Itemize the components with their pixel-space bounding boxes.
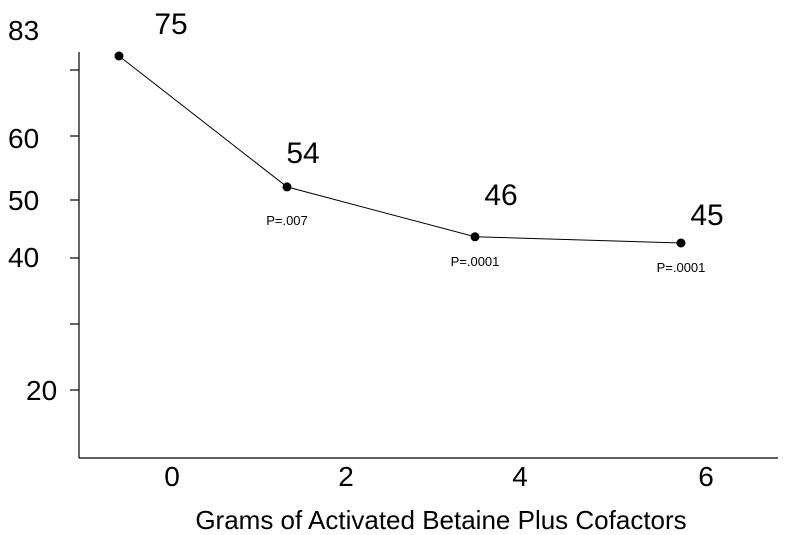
x-tick-label-6: 6: [698, 461, 714, 492]
data-value-label: 75: [154, 8, 187, 41]
data-point: [282, 182, 292, 192]
data-value-label: 54: [286, 137, 319, 170]
y-tick-label-60: 60: [8, 123, 39, 154]
p-value-label: P=.0001: [657, 260, 706, 275]
x-tick-label-0: 0: [164, 461, 180, 492]
x-tick-label-4: 4: [512, 461, 528, 492]
x-axis-title: Grams of Activated Betaine Plus Cofactor…: [195, 505, 686, 535]
x-axis: 0 2 4 6 Grams of Activated Betaine Plus …: [79, 457, 778, 535]
data-point: [676, 238, 686, 248]
data-point: [114, 51, 124, 61]
y-ticks: [70, 69, 79, 391]
y-tick-label-20: 20: [26, 375, 57, 406]
series-line: [118, 55, 682, 244]
p-value-label: P=.007: [266, 213, 308, 228]
data-point: [470, 232, 480, 242]
plot-area: 75 54 P=.007 46 P=.0001 45 P=.0001: [114, 8, 724, 275]
x-tick-labels: 0 2 4 6: [164, 461, 714, 492]
y-tick-label-83: 83: [8, 15, 39, 46]
data-value-label: 46: [484, 179, 517, 212]
p-value-label: P=.0001: [451, 254, 500, 269]
data-value-label: 45: [690, 199, 723, 232]
y-tick-label-40: 40: [8, 242, 39, 273]
y-axis: 83 60 50 40 20: [8, 15, 80, 458]
y-tick-labels: 83 60 50 40 20: [8, 15, 57, 406]
x-tick-label-2: 2: [338, 461, 354, 492]
y-tick-label-50: 50: [8, 185, 39, 216]
